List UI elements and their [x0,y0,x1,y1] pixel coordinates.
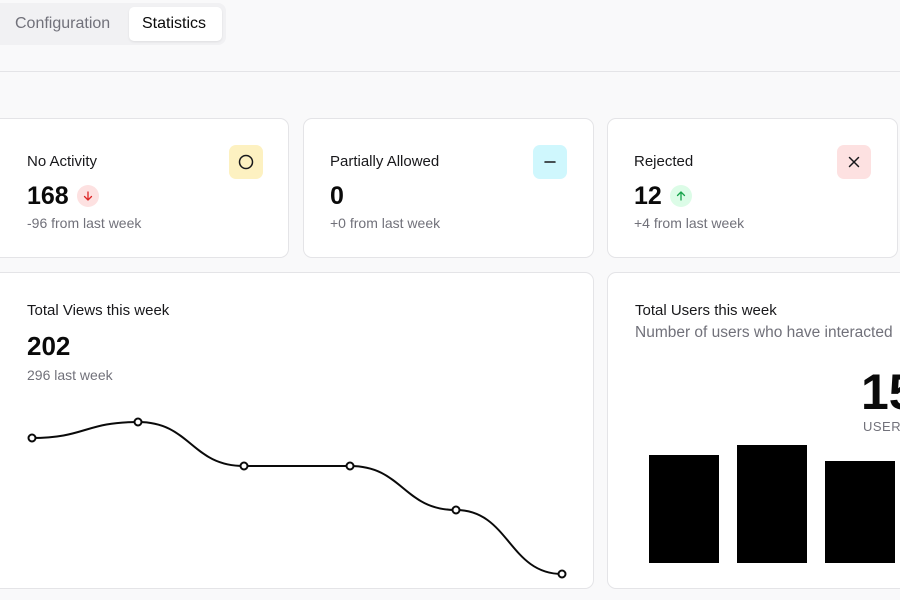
stat-delta: +4 from last week [634,215,745,231]
views-last-week: 296 last week [27,367,113,383]
data-point [133,417,143,427]
chart-title: Total Views this week [27,302,170,319]
stat-card-no-activity: No Activity 168 -96 from last week [0,118,289,258]
stat-value: 12 [634,182,662,210]
tab-configuration[interactable]: Configuration [15,15,111,32]
views-chart-card: Total Views this week 202 296 last week [0,272,594,589]
series-line [31,420,563,575]
stat-value-row: 168 [27,181,99,211]
users-bar-chart [649,445,895,563]
minus-icon [533,145,567,179]
bar [649,455,719,563]
tab-statistics[interactable]: Statistics [129,7,222,41]
data-point [451,505,461,515]
stat-card-rejected: Rejected 12 +4 from last week [607,118,898,258]
views-line-chart [27,417,567,579]
users-total: 15 [861,364,900,420]
circle-icon [229,145,263,179]
users-description: Number of users who have interacted [635,324,893,341]
stat-card-partially-allowed: Partially Allowed 0 +0 from last week [303,118,594,258]
data-point [345,461,355,471]
stat-title: Rejected [634,153,694,170]
data-point [27,433,37,443]
stat-value-row: 0 [330,181,344,211]
views-total: 202 [27,331,71,361]
arrow-up-icon [669,185,692,207]
stat-title: Partially Allowed [330,153,440,170]
x-icon [837,145,871,179]
stat-value: 168 [27,182,69,210]
arrow-down-icon [76,185,99,207]
stat-delta: +0 from last week [330,215,441,231]
tab-bar: Configuration Statistics [0,0,900,72]
data-point [239,461,249,471]
stat-title: No Activity [27,153,98,170]
stat-value-row: 12 [634,181,692,211]
users-total-label: USERS [863,419,900,434]
tab-list: Configuration Statistics [0,3,226,45]
stat-value: 0 [330,182,344,210]
stat-delta: -96 from last week [27,215,142,231]
bar [737,445,807,563]
data-point [557,569,567,579]
users-chart-card: Total Users this week Number of users wh… [607,272,900,589]
chart-title: Total Users this week [635,302,777,319]
bar [825,461,895,563]
